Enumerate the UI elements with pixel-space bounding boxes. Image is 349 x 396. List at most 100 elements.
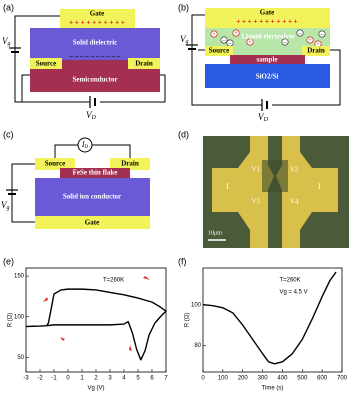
source-label: Source <box>45 160 65 168</box>
wire <box>14 15 166 103</box>
y-axis-label: R (Ω) <box>8 313 14 327</box>
substrate-label: SiO2/Si <box>256 73 279 81</box>
x-tick-label: 400 <box>277 376 288 382</box>
ion-sign: + <box>234 31 238 37</box>
x-tick-label: 100 <box>218 376 229 382</box>
x-tick-label: 300 <box>258 376 269 382</box>
x-tick-label: 200 <box>238 376 249 382</box>
ion-sign: – <box>283 40 288 46</box>
ammeter <box>77 137 93 153</box>
charges: + + + + + + + + + + <box>69 19 125 27</box>
ion-sign: – <box>298 31 303 37</box>
plot-frame <box>25 267 167 373</box>
electrode <box>212 136 274 248</box>
y-tick-label: 150 <box>14 274 25 280</box>
gate-label: Gate <box>260 9 274 17</box>
arrow <box>129 345 132 351</box>
gate <box>35 216 150 229</box>
ion-sign: + <box>308 38 312 44</box>
charges: – – – – – – – – – – <box>69 53 121 61</box>
ion-sign: – <box>222 38 227 44</box>
ion-sign: – <box>320 32 325 38</box>
pad-label: I <box>318 182 321 191</box>
ion <box>306 36 314 44</box>
ion <box>210 30 218 38</box>
conductor <box>35 178 150 216</box>
panel-label: (a) <box>3 2 14 12</box>
sample <box>230 55 305 64</box>
x-tick-label: 0 <box>201 376 205 382</box>
ion <box>318 30 326 38</box>
ion <box>246 38 254 46</box>
panel-label: (c) <box>3 129 14 139</box>
y-axis-label: R (Ω) <box>185 313 191 327</box>
x-tick-label: 5 <box>136 376 140 382</box>
drain <box>110 158 150 170</box>
x-tick-label: 2 <box>94 376 98 382</box>
ion <box>232 29 240 37</box>
dielectric-label: Solid dielectric <box>73 39 118 47</box>
data-line <box>202 271 337 365</box>
flake <box>262 160 288 192</box>
panel-label: (d) <box>178 129 189 139</box>
annotation: T=260K <box>103 278 124 284</box>
data-line <box>25 288 167 361</box>
pad-label: I <box>226 182 229 191</box>
conductor-label: Solid ion conductor <box>63 193 121 201</box>
arrow <box>60 337 65 341</box>
arrow <box>143 276 150 280</box>
probe-label: V2 <box>290 166 299 174</box>
ion-sign: + <box>316 42 320 48</box>
electrolyte-label: Liquid electrolyte <box>242 33 295 41</box>
electrode <box>276 136 338 248</box>
panel-c: (c) ID Source Drain FeSe thin flake Soli… <box>1 129 150 229</box>
vd-label: VD <box>86 110 97 121</box>
annotation: T=260K <box>279 278 300 284</box>
vg-label: Vg <box>1 200 10 211</box>
gate <box>205 8 330 28</box>
panel-label: (b) <box>178 2 189 12</box>
gate-label: Gate <box>85 219 99 227</box>
drain-label: Drain <box>121 160 139 168</box>
source-label: Source <box>209 47 229 55</box>
vg-label: Vg <box>180 34 189 45</box>
semiconductor-label: Semiconductor <box>72 76 117 84</box>
y-tick-label: 100 <box>191 302 202 308</box>
charts: (e) -3 -2 -1 0 1 2 3 4 5 6 7 50 100 150 Vg (V) R (Ω) T=26… <box>3 256 348 391</box>
x-tick-label: 7 <box>164 376 168 382</box>
x-axis-label: Vg (V) <box>87 386 104 392</box>
probe-label: V4 <box>290 198 299 206</box>
y-tick-label: 100 <box>14 314 25 320</box>
ion-sign: + <box>212 32 216 38</box>
y-tick-label: 80 <box>194 343 201 349</box>
x-tick-label: 600 <box>317 376 328 382</box>
x-tick-label: -1 <box>51 376 57 382</box>
y-tick-label: 50 <box>17 355 24 361</box>
x-tick-label: 1 <box>80 376 84 382</box>
ions: +–+ –+–– + – + <box>210 29 326 48</box>
sample-label: sample <box>257 56 278 64</box>
ion <box>296 29 304 37</box>
x-axis-label: Time (s) <box>262 386 284 392</box>
drain <box>128 58 160 69</box>
panel-label: (f) <box>178 256 187 266</box>
source-label: Source <box>36 60 56 68</box>
plot-frame <box>202 267 343 373</box>
panel-d: (d) V1 V2 V3 V4 I I 10μm <box>178 129 349 248</box>
charges: + + + + + + + + + + + <box>236 18 297 26</box>
x-tick-label: 3 <box>108 376 112 382</box>
source <box>35 158 75 170</box>
flake <box>60 168 130 178</box>
id-label: ID <box>81 140 89 150</box>
source <box>205 46 233 56</box>
drain-label: Drain <box>307 47 325 55</box>
x-tick-label: 700 <box>337 376 348 382</box>
x-tick-label: 6 <box>150 376 154 382</box>
arrow <box>43 297 48 302</box>
scale-label: 10μm <box>208 230 222 236</box>
x-tick-label: 0 <box>66 376 70 382</box>
wire <box>191 14 341 106</box>
flake-label: FeSe thin flake <box>73 169 118 177</box>
gate <box>60 9 135 28</box>
